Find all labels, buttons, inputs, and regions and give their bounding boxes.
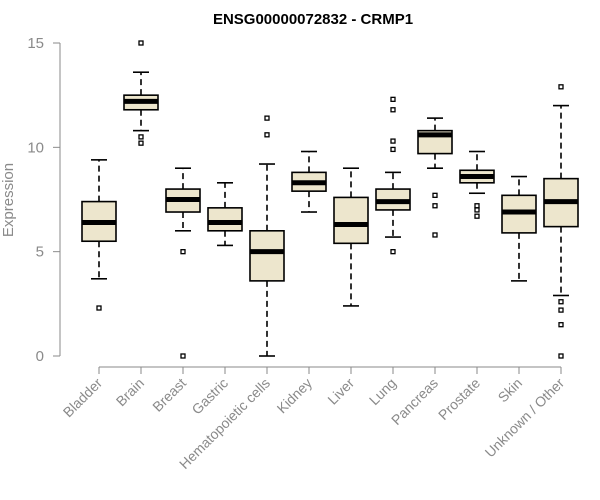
y-axis: 0 5 10 15 [27, 35, 61, 365]
box-unknown-other [543, 84, 579, 359]
box-liver [333, 167, 369, 307]
box-prostate [459, 150, 495, 219]
x-tick-label: Bladder [60, 375, 106, 421]
box-kidney [291, 150, 327, 213]
box-hematopoietic-cells [249, 115, 285, 357]
iqr-box [333, 196, 369, 245]
iqr-box [249, 230, 285, 282]
outlier-point [432, 192, 438, 198]
outlier-point [558, 307, 564, 313]
outlier-point [558, 322, 564, 328]
x-tick-label: Breast [149, 375, 189, 415]
y-axis-label: Expression [0, 163, 17, 237]
box-skin [501, 175, 537, 282]
outlier-point [138, 40, 144, 46]
outlier-point [390, 96, 396, 102]
x-tick-label: Brain [113, 375, 147, 409]
x-tick-label: Prostate [435, 375, 483, 423]
outlier-point [474, 213, 480, 219]
outlier-point [558, 299, 564, 305]
y-tick-label: 15 [27, 35, 44, 52]
x-tick-label: Liver [324, 375, 357, 408]
x-tick-label: Unknown / Other [482, 375, 568, 461]
outlier-point [264, 132, 270, 138]
x-tick-label: Pancreas [388, 375, 441, 428]
outlier-point [180, 353, 186, 359]
y-tick-label: 10 [27, 139, 44, 156]
outlier-point [474, 203, 480, 209]
outlier-point [432, 203, 438, 209]
outlier-point [390, 146, 396, 153]
box-bladder [81, 159, 117, 311]
boxes-group [81, 40, 579, 359]
outlier-point [138, 140, 144, 146]
outlier-point [390, 249, 396, 255]
x-tick-label: Kidney [274, 375, 316, 417]
outlier-point [96, 305, 102, 311]
outlier-point [432, 232, 438, 238]
outlier-point [474, 207, 480, 213]
y-tick-label: 5 [36, 244, 44, 261]
chart-title: ENSG00000072832 - CRMP1 [213, 11, 413, 28]
outlier-point [180, 249, 186, 255]
box-breast [165, 167, 201, 359]
iqr-box [207, 207, 243, 232]
outlier-point [558, 84, 564, 90]
box-lung [375, 96, 411, 255]
box-brain [123, 40, 159, 146]
box-pancreas [417, 117, 453, 238]
outlier-point [138, 134, 144, 140]
outlier-point [390, 107, 396, 113]
y-tick-label: 0 [36, 348, 44, 365]
outlier-point [558, 353, 564, 359]
outlier-point [264, 115, 270, 121]
box-gastric [207, 182, 243, 247]
outlier-point [390, 138, 396, 144]
x-tick-label: Skin [495, 375, 526, 406]
x-tick-label: Lung [366, 375, 399, 408]
